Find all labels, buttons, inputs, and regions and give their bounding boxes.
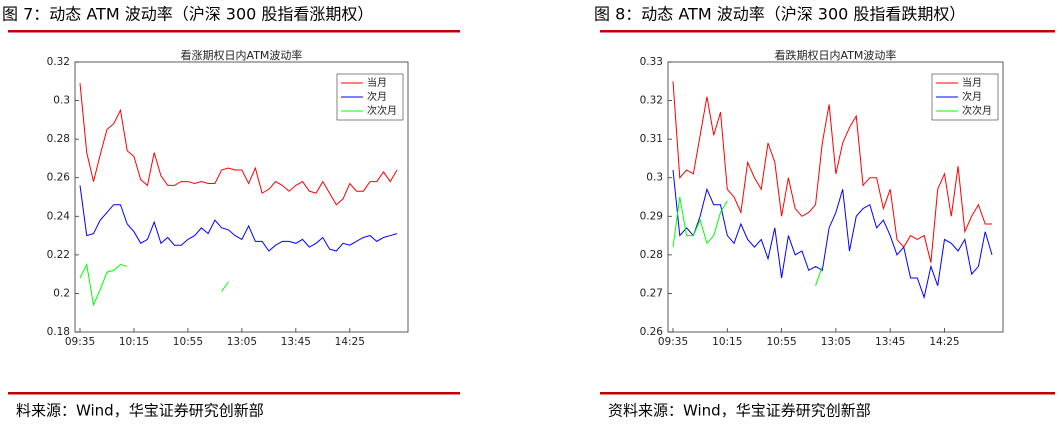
- x-tick-label: 13:05: [227, 336, 257, 348]
- x-tick-label: 10:15: [119, 336, 149, 348]
- x-tick-label: 09:35: [65, 336, 95, 348]
- series-line: [79, 262, 229, 307]
- x-tick-label: 10:15: [712, 336, 742, 348]
- title-rule: [600, 30, 1055, 33]
- legend-label: 当月: [367, 76, 387, 89]
- x-tick-label: 10:55: [173, 336, 203, 348]
- legend-label: 次月: [367, 90, 387, 103]
- figure-title: 图 7：动态 ATM 波动率（沪深 300 股指看涨期权）: [2, 5, 373, 24]
- y-tick-label: 0.29: [640, 210, 663, 222]
- y-tick-label: 0.26: [47, 172, 71, 184]
- y-tick-label: 0.33: [640, 56, 663, 68]
- source-rule: [600, 392, 1055, 395]
- y-tick-label: 0.27: [640, 287, 663, 299]
- legend-label: 次次月: [367, 104, 397, 117]
- y-tick-label: 0.22: [47, 249, 70, 261]
- x-tick-label: 13:05: [821, 336, 851, 348]
- y-tick-label: 0.28: [47, 133, 70, 145]
- x-tick-label: 13:45: [281, 336, 311, 348]
- y-tick-label: 0.31: [640, 133, 663, 145]
- y-tick-label: 0.32: [47, 56, 70, 68]
- series-line: [79, 185, 398, 252]
- y-tick-label: 0.3: [53, 95, 70, 107]
- y-tick-label: 0.32: [640, 95, 663, 107]
- x-tick-label: 09:35: [658, 336, 688, 348]
- y-tick-label: 0.18: [47, 326, 70, 338]
- legend-label: 次次月: [962, 104, 992, 117]
- y-tick-label: 0.2: [53, 287, 70, 299]
- x-tick-label: 14:25: [335, 336, 365, 348]
- series-line: [79, 83, 398, 206]
- source-note: 料来源：Wind，华宝证券研究创新部: [16, 402, 264, 420]
- chart-title: 看涨期权日内ATM波动率: [181, 48, 303, 62]
- x-tick-label: 13:45: [875, 336, 905, 348]
- title-rule: [8, 30, 460, 33]
- y-tick-label: 0.3: [646, 172, 663, 184]
- y-tick-label: 0.28: [640, 249, 663, 261]
- y-tick-label: 0.26: [640, 326, 664, 338]
- series-line: [672, 169, 993, 300]
- source-note: 资料来源：Wind，华宝证券研究创新部: [608, 402, 871, 420]
- figure-title: 图 8：动态 ATM 波动率（沪深 300 股指看跌期权）: [594, 5, 965, 24]
- series-line: [672, 196, 823, 286]
- chart-title: 看跌期权日内ATM波动率: [775, 48, 897, 62]
- series-line: [672, 81, 992, 263]
- source-rule: [8, 392, 460, 395]
- x-tick-label: 10:55: [766, 336, 796, 348]
- legend-label: 次月: [962, 90, 982, 103]
- x-tick-label: 14:25: [929, 336, 959, 348]
- legend-label: 当月: [962, 76, 982, 89]
- y-tick-label: 0.24: [47, 210, 71, 222]
